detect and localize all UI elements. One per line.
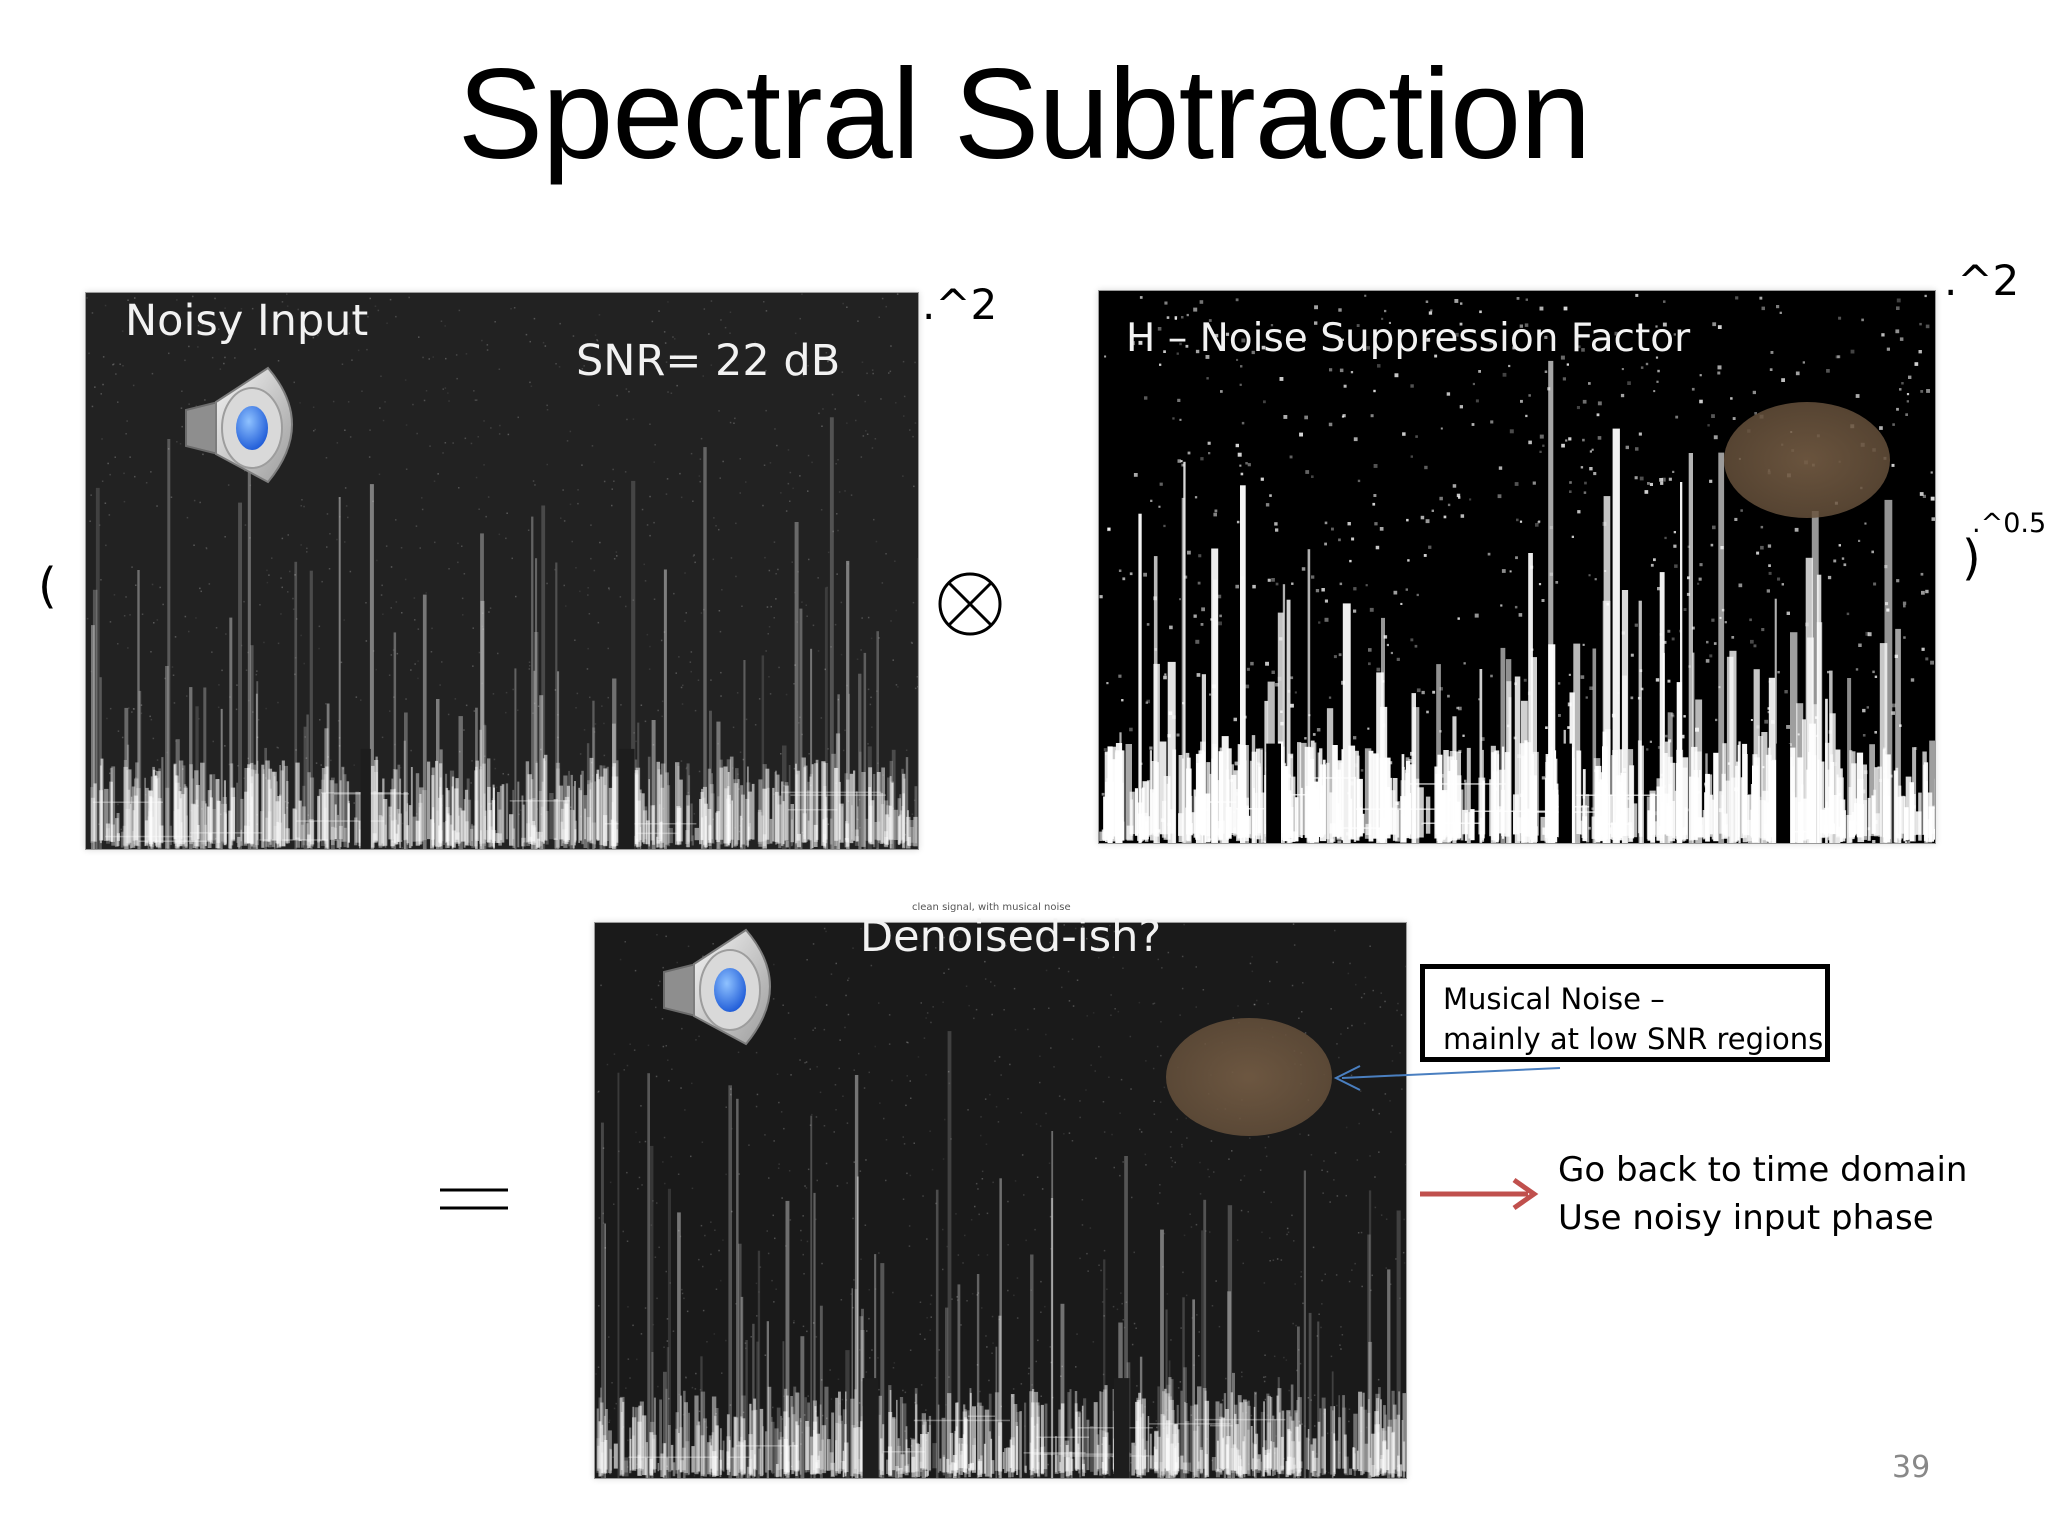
next-step-text: Go back to time domain Use noisy input p… xyxy=(1558,1146,1967,1242)
h-factor-label: H – Noise Suppression Factor xyxy=(1126,316,1691,361)
callout-line-2: mainly at low SNR regions xyxy=(1443,1022,1824,1056)
h-suppression-spectrogram xyxy=(1098,290,1936,844)
next-step-line-1: Go back to time domain xyxy=(1558,1150,1968,1190)
denoised-label: Denoised-ish? xyxy=(860,912,1162,962)
speaker-icon[interactable] xyxy=(658,924,794,1050)
next-step-arrow xyxy=(1420,1177,1539,1211)
denoised-spectrogram xyxy=(594,922,1407,1479)
callout-line-1: Musical Noise – xyxy=(1443,982,1665,1016)
circled-times-icon xyxy=(938,572,1002,636)
noisy-input-label: Noisy Input xyxy=(125,296,369,346)
slide-title: Spectral Subtraction xyxy=(457,43,1592,186)
snr-label: SNR= 22 dB xyxy=(576,336,841,386)
equals-icon xyxy=(440,1188,508,1210)
speaker-icon[interactable] xyxy=(180,362,316,488)
noisy-power-exponent: .^2 xyxy=(922,280,998,329)
open-parenthesis: ( xyxy=(38,558,57,614)
musical-noise-highlight xyxy=(1724,402,1890,518)
next-step-line-2: Use noisy input phase xyxy=(1558,1198,1934,1238)
noisy-input-spectrogram xyxy=(85,292,919,850)
h-spectrogram-graphic xyxy=(1099,293,1935,843)
musical-noise-region xyxy=(1166,1018,1332,1136)
noisy-spectrogram-graphic xyxy=(86,293,918,849)
close-parenthesis: ) xyxy=(1962,530,1981,586)
denoised-spectrogram-graphic xyxy=(595,923,1406,1478)
page-number: 39 xyxy=(1892,1450,1931,1485)
h-power-exponent: .^2 xyxy=(1944,256,2020,305)
denoised-tiny-caption: clean signal, with musical noise xyxy=(912,902,1071,913)
musical-noise-callout: Musical Noise – mainly at low SNR region… xyxy=(1420,964,1830,1062)
sqrt-exponent: .^0.5 xyxy=(1972,508,2047,539)
